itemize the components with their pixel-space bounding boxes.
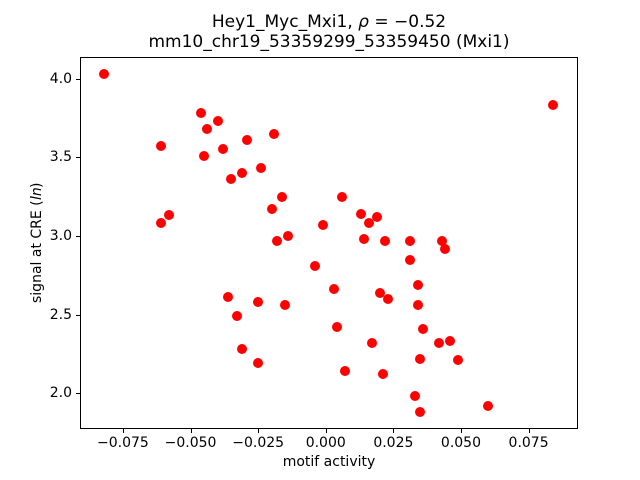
x-tick-label: 0.000 — [305, 435, 346, 451]
scatter-point — [547, 100, 558, 111]
y-tick-label: 2.0 — [49, 385, 72, 402]
x-tick-mark — [258, 429, 260, 433]
x-tick-label: −0.075 — [97, 435, 149, 451]
scatter-point — [163, 210, 174, 221]
x-tick-label: −0.050 — [164, 435, 217, 451]
scatter-point — [253, 296, 264, 307]
y-axis-label-text: signal at CRE ( — [29, 200, 45, 303]
scatter-point — [412, 300, 423, 311]
scatter-point — [272, 235, 283, 246]
scatter-point — [266, 204, 277, 215]
x-tick-label: −0.025 — [232, 435, 285, 451]
scatter-point — [339, 366, 350, 377]
y-tick-label: 2.5 — [49, 306, 72, 323]
y-tick-label: 3.0 — [49, 227, 72, 244]
x-tick-mark — [393, 429, 395, 433]
scatter-point — [358, 234, 369, 245]
y-axis-label-close: ) — [29, 182, 45, 188]
chart-subtitle: mm10_chr19_53359299_53359450 (Mxi1) — [148, 32, 510, 52]
scatter-point — [231, 311, 242, 322]
scatter-point — [434, 337, 445, 348]
scatter-point — [242, 135, 253, 146]
scatter-point — [255, 163, 266, 174]
scatter-point — [155, 218, 166, 229]
scatter-point — [155, 141, 166, 152]
scatter-point — [404, 235, 415, 246]
x-axis-label: motif activity — [282, 454, 376, 470]
x-tick-label: 0.075 — [508, 435, 549, 451]
scatter-point — [377, 369, 388, 380]
scatter-point — [355, 208, 366, 219]
scatter-point — [196, 108, 207, 119]
y-tick-mark — [76, 78, 80, 80]
chart-title-text: Hey1_Myc_Mxi1, — [211, 12, 359, 32]
scatter-point — [212, 116, 223, 127]
scatter-point — [453, 355, 464, 366]
scatter-point — [328, 284, 339, 295]
scatter-point — [418, 323, 429, 334]
scatter-point — [226, 174, 237, 185]
scatter-point — [199, 150, 210, 161]
chart-title: Hey1_Myc_Mxi1, ρ = −0.52 — [80, 12, 578, 32]
scatter-point — [412, 279, 423, 290]
x-tick-label: 0.025 — [373, 435, 414, 451]
y-tick-mark — [76, 157, 80, 159]
scatter-point — [253, 358, 264, 369]
scatter-point — [374, 287, 385, 298]
plot-area — [80, 57, 578, 429]
scatter-point — [201, 124, 212, 135]
x-tick-mark — [325, 429, 327, 433]
y-tick-mark — [76, 235, 80, 237]
scatter-point — [309, 260, 320, 271]
scatter-point — [269, 128, 280, 139]
scatter-point — [415, 406, 426, 417]
x-tick-mark — [190, 429, 192, 433]
rho-symbol: ρ — [358, 12, 369, 32]
y-tick-label: 4.0 — [49, 70, 72, 87]
chart-title-correlation: = −0.52 — [368, 12, 447, 32]
scatter-point — [223, 292, 234, 303]
scatter-point — [445, 336, 456, 347]
x-tick-mark — [122, 429, 124, 433]
scatter-point — [364, 218, 375, 229]
x-tick-label: 0.050 — [440, 435, 482, 451]
scatter-point — [331, 322, 342, 333]
scatter-point — [282, 230, 293, 241]
x-tick-mark — [528, 429, 530, 433]
y-tick-mark — [76, 393, 80, 395]
scatter-point — [280, 300, 291, 311]
scatter-point — [439, 243, 450, 254]
scatter-point — [415, 353, 426, 364]
scatter-point — [236, 168, 247, 179]
scatter-point — [437, 235, 448, 246]
scatter-point — [336, 191, 347, 202]
scatter-point — [410, 391, 420, 402]
scatter-point — [318, 219, 329, 230]
scatter-point — [404, 254, 415, 265]
y-axis-label-italic: ln — [29, 187, 45, 201]
x-tick-mark — [460, 429, 462, 433]
scatter-point — [483, 400, 494, 411]
scatter-point — [277, 191, 288, 202]
y-tick-mark — [76, 314, 80, 316]
scatter-point — [98, 69, 109, 80]
scatter-point — [372, 212, 383, 223]
scatter-point — [380, 235, 391, 246]
scatter-point — [382, 293, 393, 304]
y-tick-label: 3.5 — [49, 149, 72, 166]
scatter-point — [366, 337, 377, 348]
scatter-point — [217, 144, 228, 155]
scatter-point — [236, 344, 247, 355]
